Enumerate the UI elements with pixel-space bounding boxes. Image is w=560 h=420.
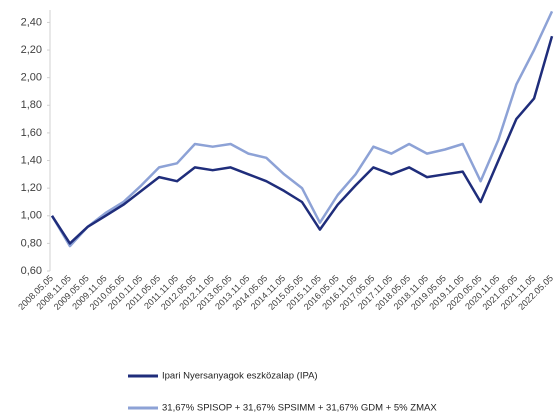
y-tick-label: 1,80: [21, 99, 42, 111]
y-tick-label: 0,80: [21, 237, 42, 249]
y-tick-label: 0,60: [21, 265, 42, 277]
legend-label: 31,67% SPISOP + 31,67% SPSIMM + 31,67% G…: [162, 403, 437, 414]
y-tick-label: 1,60: [21, 127, 42, 139]
series-line: [50, 10, 554, 248]
legend-label: Ipari Nyersanyagok eszközalap (IPA): [162, 371, 318, 382]
y-tick-label: 1,20: [21, 182, 42, 194]
y-tick-label: 2,20: [21, 44, 42, 56]
y-tick-label: 2,00: [21, 72, 42, 84]
y-tick-label: 1,00: [21, 210, 42, 222]
series-line: [50, 35, 554, 245]
y-tick-label: 2,40: [21, 16, 42, 28]
y-tick-label: 1,40: [21, 154, 42, 166]
